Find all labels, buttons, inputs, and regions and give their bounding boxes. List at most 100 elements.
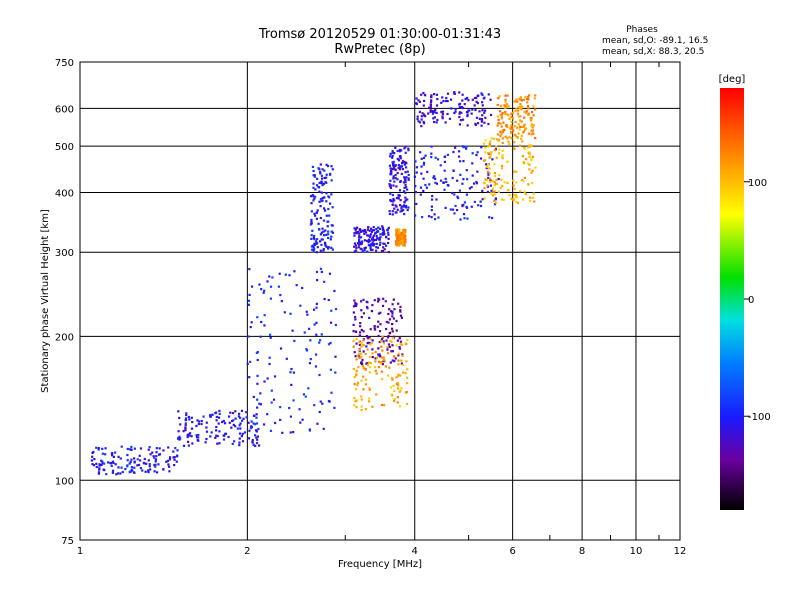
data-point bbox=[399, 374, 402, 377]
data-point bbox=[400, 362, 403, 365]
data-point bbox=[430, 94, 433, 97]
data-point bbox=[360, 395, 363, 398]
data-point bbox=[372, 238, 375, 242]
data-point bbox=[506, 137, 509, 140]
data-point bbox=[518, 119, 522, 122]
data-point bbox=[436, 97, 439, 101]
data-point bbox=[477, 204, 480, 207]
data-point bbox=[493, 137, 496, 140]
data-point bbox=[256, 398, 259, 401]
data-point bbox=[471, 174, 474, 177]
data-point bbox=[500, 164, 504, 168]
data-point bbox=[93, 457, 96, 461]
data-point bbox=[320, 270, 323, 274]
data-point bbox=[424, 115, 427, 118]
data-point bbox=[250, 420, 253, 423]
data-point bbox=[330, 246, 333, 249]
data-point bbox=[488, 172, 492, 175]
data-point bbox=[502, 121, 505, 124]
data-point bbox=[374, 238, 378, 242]
data-point bbox=[402, 242, 405, 245]
data-point bbox=[352, 345, 355, 348]
data-point bbox=[433, 213, 436, 216]
data-point bbox=[371, 339, 374, 342]
data-point bbox=[263, 324, 266, 327]
data-point bbox=[381, 363, 384, 366]
data-point bbox=[491, 180, 494, 183]
data-point bbox=[315, 333, 318, 336]
data-point bbox=[487, 93, 490, 96]
data-point bbox=[513, 147, 516, 150]
data-point bbox=[361, 358, 364, 361]
data-point bbox=[234, 417, 237, 420]
data-point bbox=[395, 319, 398, 323]
data-point bbox=[398, 155, 402, 158]
data-point bbox=[173, 458, 176, 461]
data-point bbox=[422, 91, 425, 95]
data-point bbox=[143, 457, 146, 461]
data-point bbox=[360, 345, 363, 348]
data-point bbox=[481, 109, 484, 112]
data-point bbox=[379, 241, 382, 244]
data-point bbox=[391, 336, 395, 340]
data-point bbox=[353, 375, 356, 379]
data-point bbox=[373, 242, 376, 246]
data-point bbox=[393, 166, 396, 169]
data-point bbox=[423, 93, 427, 97]
data-point bbox=[435, 111, 438, 114]
data-point bbox=[433, 175, 436, 178]
data-point bbox=[444, 206, 447, 210]
data-point bbox=[318, 181, 321, 184]
data-point bbox=[352, 367, 355, 371]
data-point bbox=[458, 123, 462, 126]
data-point bbox=[434, 181, 437, 184]
data-point bbox=[475, 153, 478, 157]
data-point bbox=[249, 325, 252, 329]
data-point bbox=[391, 149, 394, 153]
data-point bbox=[519, 115, 522, 118]
data-point bbox=[256, 316, 259, 319]
data-point bbox=[357, 366, 360, 369]
data-point bbox=[197, 433, 200, 437]
data-point bbox=[515, 196, 518, 199]
data-point bbox=[126, 453, 129, 457]
data-point bbox=[354, 355, 357, 358]
data-point bbox=[437, 216, 440, 219]
data-point bbox=[327, 246, 330, 249]
data-point bbox=[271, 276, 274, 279]
data-point bbox=[485, 165, 488, 168]
data-point bbox=[429, 104, 433, 107]
data-point bbox=[352, 311, 355, 314]
data-point bbox=[116, 472, 120, 475]
data-point bbox=[463, 217, 466, 220]
data-point bbox=[238, 416, 242, 419]
data-point bbox=[471, 152, 474, 155]
data-point bbox=[369, 361, 372, 365]
data-point bbox=[429, 100, 433, 104]
data-point bbox=[387, 226, 390, 230]
data-point bbox=[523, 110, 526, 113]
data-point bbox=[523, 116, 526, 119]
data-point bbox=[383, 242, 386, 245]
data-point bbox=[392, 175, 395, 178]
data-point bbox=[268, 362, 271, 366]
data-point bbox=[148, 465, 151, 468]
data-point bbox=[389, 339, 392, 342]
data-point bbox=[263, 289, 266, 292]
colorbar bbox=[720, 88, 744, 510]
data-point bbox=[523, 190, 526, 193]
data-point bbox=[489, 140, 492, 143]
data-point bbox=[107, 461, 110, 464]
data-point bbox=[117, 455, 120, 458]
data-point bbox=[443, 188, 446, 191]
data-point bbox=[422, 104, 425, 107]
data-point bbox=[195, 434, 198, 437]
data-point bbox=[357, 246, 360, 249]
data-point bbox=[328, 272, 332, 275]
data-point bbox=[520, 98, 523, 102]
data-point bbox=[327, 298, 330, 302]
data-point bbox=[528, 199, 532, 202]
data-point bbox=[133, 466, 136, 469]
data-point bbox=[516, 126, 519, 129]
data-point bbox=[318, 200, 321, 203]
